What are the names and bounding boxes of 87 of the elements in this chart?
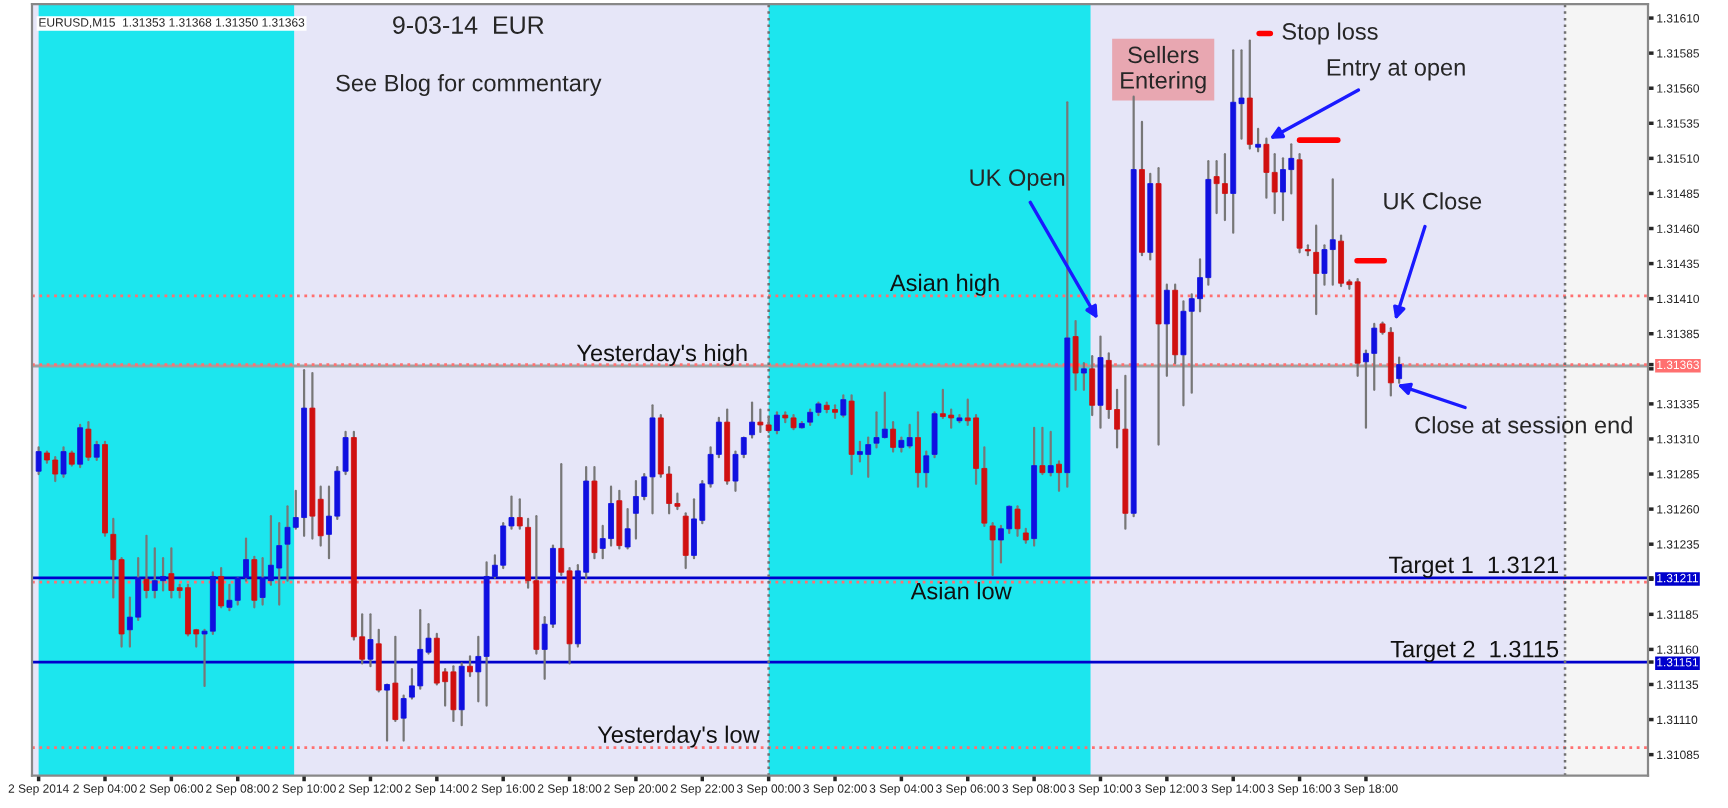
candlestick [400, 694, 407, 742]
candlestick [616, 489, 623, 550]
candlestick [923, 450, 930, 488]
candlestick [915, 411, 921, 488]
candlestick [1280, 157, 1286, 222]
candlestick [384, 683, 390, 742]
ref-line-label: Target 1 1.3121 [1389, 556, 1558, 578]
candlestick [500, 522, 507, 570]
candlestick [890, 421, 896, 453]
candlestick [276, 522, 283, 606]
annotation: UK Open [970, 169, 1065, 191]
candlestick [865, 436, 872, 478]
candlestick [840, 394, 847, 418]
candlestick [1321, 244, 1328, 286]
chart-title: 9-03-14 EUR [393, 16, 544, 34]
candlestick [135, 557, 142, 622]
candlestick [450, 665, 457, 723]
candlestick [251, 555, 258, 609]
candlestick [881, 391, 888, 439]
candlestick [1006, 505, 1013, 535]
candlestick [774, 411, 780, 435]
ref-line-label: Asian high [889, 273, 999, 296]
candlestick [85, 421, 92, 462]
candlestick [1396, 356, 1403, 384]
candlestick [160, 557, 166, 592]
candlestick [1089, 355, 1096, 417]
ref-line-label: Yesterday's high [576, 344, 747, 367]
candlestick [417, 609, 424, 690]
candlestick [1313, 224, 1320, 316]
candlestick [1039, 426, 1046, 476]
candlestick [1329, 178, 1336, 286]
candlestick [1080, 362, 1087, 391]
candlestick [284, 505, 291, 582]
candlestick [392, 635, 399, 723]
candlestick [60, 446, 67, 478]
candlestick [1056, 460, 1062, 492]
candlestick [1213, 160, 1220, 215]
candlestick [989, 522, 996, 577]
candlestick [1255, 127, 1262, 153]
candlestick [931, 411, 938, 459]
candlestick [682, 512, 689, 570]
candlestick [93, 440, 100, 462]
candlestick [168, 547, 175, 599]
annotation: Close at session end [1415, 416, 1632, 434]
candlestick [608, 485, 614, 547]
candlestick [143, 534, 150, 599]
candlestick [749, 401, 755, 439]
candlestick [1072, 320, 1079, 391]
candlestick [1338, 234, 1344, 288]
candlestick [1163, 283, 1170, 377]
candlestick [1014, 505, 1021, 537]
annotation: Sellers Entering [1121, 45, 1206, 94]
candlestick [467, 655, 473, 678]
candlestick [35, 446, 42, 476]
candlestick [218, 566, 225, 609]
annotation: UK Close [1384, 192, 1482, 210]
annotation: Stop loss [1282, 22, 1378, 45]
annotation: Entry at open [1327, 59, 1465, 81]
candlestick [367, 613, 374, 668]
candlestick [1097, 335, 1104, 429]
ref-line-label: Asian low [910, 582, 1012, 600]
candlestick [624, 508, 631, 550]
candlestick [857, 440, 863, 463]
ref-line-label: Yesterday's low [597, 725, 760, 748]
candlestick [516, 498, 523, 530]
candlestick [375, 628, 382, 693]
candlestick [259, 557, 266, 606]
candlestick [873, 411, 880, 449]
candlestick [948, 408, 955, 429]
candlestick [1288, 143, 1295, 195]
candlestick [226, 583, 233, 612]
candlestick [1047, 430, 1054, 477]
candlestick [77, 423, 84, 469]
candlestick [1246, 39, 1253, 150]
candlestick [151, 547, 158, 599]
candlestick [906, 423, 913, 449]
candlestick [1263, 137, 1270, 199]
ref-line-label: Target 2 1.3115 [1390, 640, 1559, 663]
candlestick [1371, 322, 1378, 391]
candlestick [185, 583, 191, 637]
text: See Blog for commentary [336, 74, 602, 97]
candlestick [633, 479, 639, 540]
candlestick [433, 632, 440, 686]
candlestick [52, 456, 59, 483]
candlestick [939, 388, 946, 420]
candlestick [1180, 300, 1187, 407]
candlestick [458, 662, 465, 727]
